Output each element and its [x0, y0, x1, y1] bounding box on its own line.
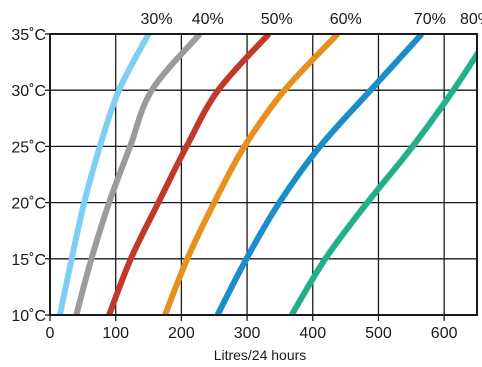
series-line: [56, 34, 152, 315]
x-tick-label: 0: [46, 325, 55, 342]
y-tick-label: 35˚C: [11, 27, 46, 44]
series-line: [214, 34, 425, 315]
plot-frame: [49, 33, 478, 316]
series-line: [106, 34, 272, 315]
x-axis-label: Litres/24 hours: [214, 347, 307, 363]
series-labels: 30% 40% 50% 60% 70% 80%: [141, 11, 482, 28]
x-axis-ticks: 0 100 200 300 400 500 600: [46, 315, 458, 342]
x-tick-label: 100: [102, 325, 129, 342]
grid-lines: [50, 34, 477, 315]
x-tick-label: 400: [299, 325, 326, 342]
series-label: 60%: [330, 11, 362, 28]
series-label: 50%: [261, 11, 293, 28]
x-tick-label: 500: [365, 325, 392, 342]
x-tick-label: 600: [431, 325, 458, 342]
y-tick-label: 10˚C: [11, 308, 46, 325]
series-label: 40%: [192, 11, 224, 28]
series-label: 30%: [141, 11, 173, 28]
series-line: [73, 34, 203, 315]
series-line: [162, 34, 340, 315]
y-tick-label: 15˚C: [11, 252, 46, 269]
series-line: [289, 48, 477, 315]
y-axis-ticks: 10˚C 15˚C 20˚C 25˚C 30˚C 35˚C: [11, 27, 50, 325]
x-tick-label: 300: [234, 325, 261, 342]
series-label: 80%: [460, 11, 482, 28]
x-tick-label: 200: [168, 325, 195, 342]
y-tick-label: 20˚C: [11, 196, 46, 213]
y-tick-label: 25˚C: [11, 139, 46, 156]
y-tick-label: 30˚C: [11, 83, 46, 100]
series-lines: [56, 34, 477, 315]
series-label: 70%: [414, 11, 446, 28]
